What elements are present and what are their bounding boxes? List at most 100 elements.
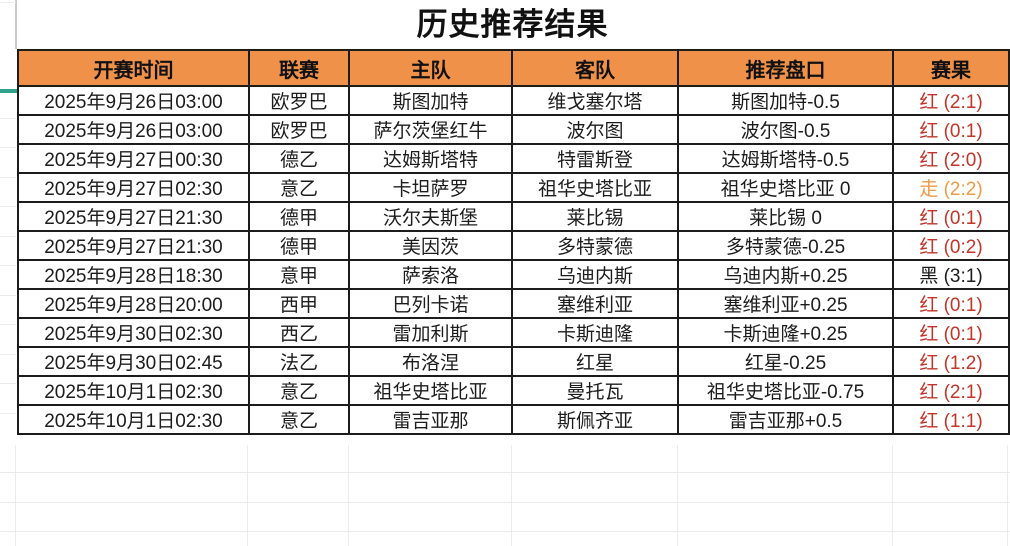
gridline [0,531,1010,533]
cell-home-team[interactable]: 祖华史塔比亚 [348,375,513,406]
cell-home-team[interactable]: 萨索洛 [348,259,513,290]
cell-handicap[interactable]: 卡斯迪隆+0.25 [677,317,894,348]
table-row: 2025年9月27日00:30 德乙 达姆斯塔特 特雷斯登 达姆斯塔特-0.5 红 (2:… [17,143,1010,174]
gridline [0,383,16,384]
cell-away-team[interactable]: 莱比锡 [511,201,679,232]
cell-handicap[interactable]: 多特蒙德-0.25 [677,230,894,261]
cell-handicap[interactable]: 乌迪内斯+0.25 [677,259,894,290]
green-accent-line [0,89,17,93]
cell-kickoff-time[interactable]: 2025年9月27日02:30 [17,172,250,203]
cell-away-team[interactable]: 曼托瓦 [511,375,679,406]
header-cell-result[interactable]: 赛果 [892,49,1010,87]
cell-home-team[interactable]: 沃尔夫斯堡 [348,201,513,232]
gridline [0,353,16,355]
cell-home-team[interactable]: 斯图加特 [348,85,513,116]
cell-kickoff-time[interactable]: 2025年10月1日02:30 [17,404,250,435]
cell-result[interactable]: 红 (0:2) [892,230,1010,261]
cell-away-team[interactable]: 多特蒙德 [511,230,679,261]
cell-kickoff-time[interactable]: 2025年9月30日02:45 [17,346,250,377]
gridline [0,294,16,296]
cell-kickoff-time[interactable]: 2025年9月26日03:00 [17,114,250,145]
cell-league[interactable]: 意甲 [248,259,350,290]
cell-away-team[interactable]: 塞维利亚 [511,288,679,319]
header-cell-home-team[interactable]: 主队 [348,49,513,87]
cell-kickoff-time[interactable]: 2025年9月27日21:30 [17,201,250,232]
cell-home-team[interactable]: 巴列卡诺 [348,288,513,319]
cell-league[interactable]: 德甲 [248,201,350,232]
cell-handicap[interactable]: 雷吉亚那+0.5 [677,404,894,435]
cell-handicap[interactable]: 达姆斯塔特-0.5 [677,143,894,174]
cell-league[interactable]: 意乙 [248,172,350,203]
cell-kickoff-time[interactable]: 2025年9月27日21:30 [17,230,250,261]
cell-away-team[interactable]: 维戈塞尔塔 [511,85,679,116]
cell-league[interactable]: 西乙 [248,317,350,348]
cell-result[interactable]: 黑 (3:1) [892,259,1010,290]
cell-result[interactable]: 红 (2:1) [892,85,1010,116]
cell-kickoff-time[interactable]: 2025年9月27日00:30 [17,143,250,174]
cell-away-team[interactable]: 波尔图 [511,114,679,145]
cell-result[interactable]: 红 (2:0) [892,143,1010,174]
cell-result[interactable]: 红 (0:1) [892,201,1010,232]
cell-result[interactable]: 红 (0:1) [892,288,1010,319]
gridline [1006,445,1008,546]
cell-away-team[interactable]: 特雷斯登 [511,143,679,174]
gridline [15,445,17,546]
cell-result[interactable]: 红 (2:1) [892,375,1010,406]
gridline [0,412,16,414]
header-cell-handicap[interactable]: 推荐盘口 [677,49,894,87]
table-body: 2025年9月26日03:00 欧罗巴 斯图加特 维戈塞尔塔 斯图加特-0.5 红 (2:… [17,85,1010,435]
cell-away-team[interactable]: 卡斯迪隆 [511,317,679,348]
cell-kickoff-time[interactable]: 2025年10月1日02:30 [17,375,250,406]
header-cell-away-team[interactable]: 客队 [511,49,679,87]
cell-league[interactable]: 意乙 [248,404,350,435]
header-cell-kickoff-time[interactable]: 开赛时间 [17,49,250,87]
cell-kickoff-time[interactable]: 2025年9月30日02:30 [17,317,250,348]
cell-away-team[interactable]: 红星 [511,346,679,377]
cell-result[interactable]: 红 (1:2) [892,346,1010,377]
gridline [0,2,16,3]
cell-home-team[interactable]: 达姆斯塔特 [348,143,513,174]
table-row: 2025年10月1日02:30 意乙 祖华史塔比亚 曼托瓦 祖华史塔比亚-0.75 红 (… [17,375,1010,406]
cell-league[interactable]: 欧罗巴 [248,85,350,116]
cell-handicap[interactable]: 红星-0.25 [677,346,894,377]
gridline [0,206,16,207]
cell-league[interactable]: 西甲 [248,288,350,319]
cell-kickoff-time[interactable]: 2025年9月28日18:30 [17,259,250,290]
cell-handicap[interactable]: 塞维利亚+0.25 [677,288,894,319]
cell-result[interactable]: 红 (0:1) [892,114,1010,145]
cell-result[interactable]: 走 (2:2) [892,172,1010,203]
gridline [677,445,679,546]
cell-handicap[interactable]: 祖华史塔比亚 0 [677,172,894,203]
gridline [0,324,16,325]
cell-result[interactable]: 红 (1:1) [892,404,1010,435]
cell-league[interactable]: 法乙 [248,346,350,377]
cell-league[interactable]: 欧罗巴 [248,114,350,145]
cell-away-team[interactable]: 乌迪内斯 [511,259,679,290]
table-row: 2025年10月1日02:30 意乙 雷吉亚那 斯佩齐亚 雷吉亚那+0.5 红 (1:1) [17,404,1010,435]
cell-league[interactable]: 意乙 [248,375,350,406]
cell-handicap[interactable]: 莱比锡 0 [677,201,894,232]
cell-kickoff-time[interactable]: 2025年9月26日03:00 [17,85,250,116]
cell-handicap[interactable]: 波尔图-0.5 [677,114,894,145]
cell-handicap[interactable]: 斯图加特-0.5 [677,85,894,116]
cell-kickoff-time[interactable]: 2025年9月28日20:00 [17,288,250,319]
cell-home-team[interactable]: 萨尔茨堡红牛 [348,114,513,145]
results-table: 开赛时间 联赛 主队 客队 推荐盘口 赛果 2025年9月26日03:00 欧罗巴… [17,49,1010,435]
gridline [15,0,17,49]
cell-away-team[interactable]: 斯佩齐亚 [511,404,679,435]
cell-league[interactable]: 德乙 [248,143,350,174]
cell-home-team[interactable]: 卡坦萨罗 [348,172,513,203]
gridline [0,147,16,148]
cell-result[interactable]: 红 (0:1) [892,317,1010,348]
cell-home-team[interactable]: 雷吉亚那 [348,404,513,435]
table-row: 2025年9月28日18:30 意甲 萨索洛 乌迪内斯 乌迪内斯+0.25 黑 (3:1) [17,259,1010,290]
header-cell-league[interactable]: 联赛 [248,49,350,87]
cell-home-team[interactable]: 美因茨 [348,230,513,261]
cell-league[interactable]: 德甲 [248,230,350,261]
cell-home-team[interactable]: 布洛涅 [348,346,513,377]
cell-handicap[interactable]: 祖华史塔比亚-0.75 [677,375,894,406]
cell-home-team[interactable]: 雷加利斯 [348,317,513,348]
cell-away-team[interactable]: 祖华史塔比亚 [511,172,679,203]
